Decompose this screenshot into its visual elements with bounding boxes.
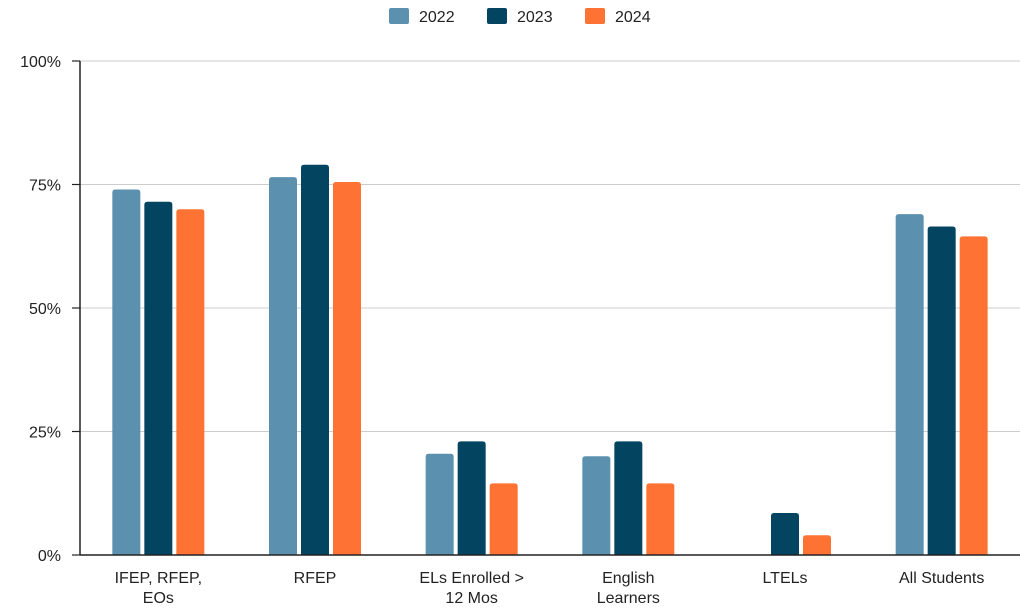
legend-label: 2023: [517, 9, 553, 26]
bar: [144, 201, 173, 556]
x-tick-label: All Students: [899, 570, 984, 587]
legend: 2022 2023 2024: [389, 8, 651, 26]
bar: [425, 453, 454, 555]
y-tick-label: 50%: [29, 301, 61, 318]
y-tick-label: 75%: [29, 178, 61, 195]
legend-swatch: [389, 8, 409, 24]
x-tick-label: ELs Enrolled >12 Mos: [419, 570, 524, 607]
x-tick-label: RFEP: [294, 570, 337, 587]
bar: [582, 456, 611, 555]
x-tick-label: IFEP, RFEP, EOs: [115, 570, 202, 607]
bar: [269, 177, 297, 555]
legend-label: 2022: [419, 9, 455, 26]
bar: [927, 226, 956, 556]
y-tick-label: 100%: [20, 54, 61, 71]
y-tick-label: 0%: [38, 548, 61, 565]
bar: [614, 441, 643, 555]
gridlines: [80, 60, 1020, 432]
bar: [176, 209, 205, 555]
bar: [301, 164, 329, 556]
bar: [771, 513, 799, 555]
legend-swatch: [487, 8, 507, 24]
x-tick-label: LTELs: [762, 570, 807, 587]
bar: [457, 441, 486, 555]
legend-swatch: [585, 8, 605, 24]
bars: [112, 164, 988, 556]
bar: [895, 214, 924, 555]
x-tick-label: English Learners: [597, 570, 660, 607]
bar: [803, 535, 831, 555]
y-tick-label: 25%: [29, 425, 61, 442]
bar: [646, 483, 675, 555]
legend-label: 2024: [615, 9, 651, 26]
y-axis: 0% 25% 50% 75% 100%: [20, 54, 81, 565]
x-axis: IFEP, RFEP, EOs RFEP ELs Enrolled >12 Mos En…: [80, 554, 1020, 607]
bar: [112, 189, 141, 555]
bar: [333, 182, 361, 555]
bar: [959, 236, 988, 555]
bar: [489, 483, 518, 555]
